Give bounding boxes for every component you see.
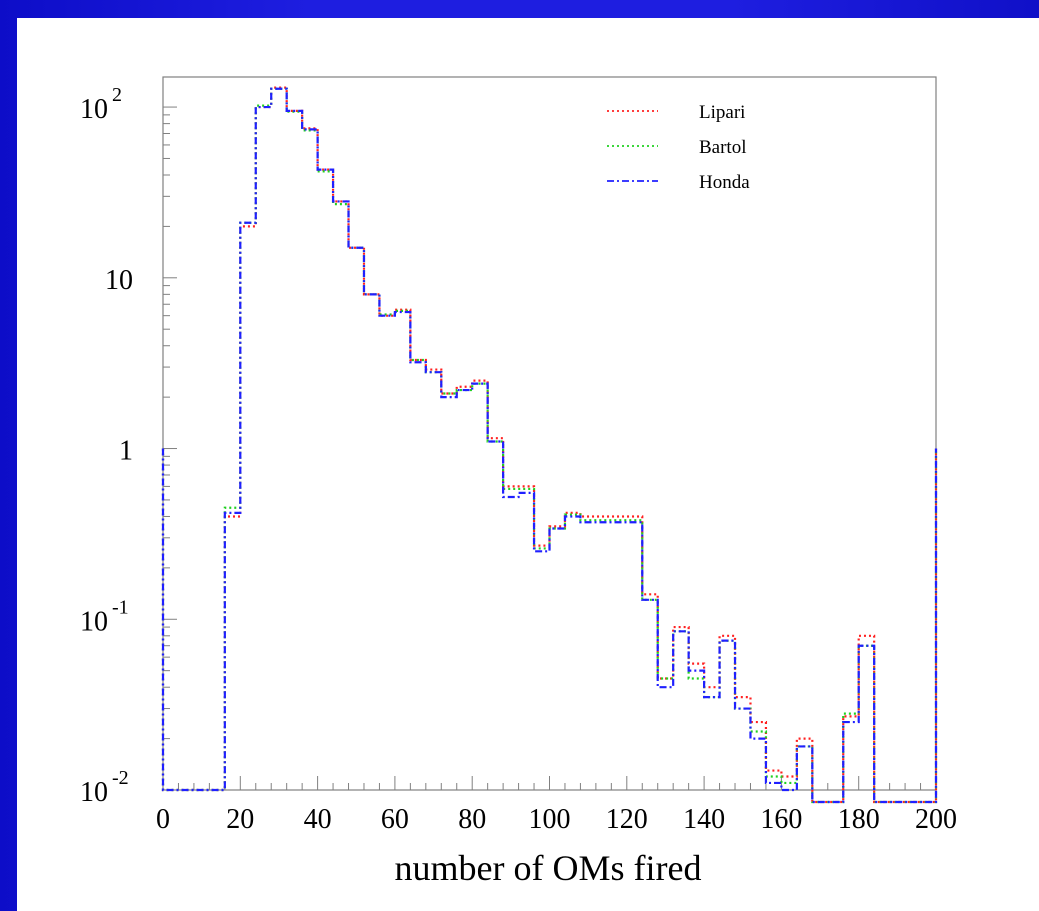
x-tick-label: 120 [606, 804, 648, 835]
y-tick-exponent: -1 [112, 596, 129, 618]
y-tick-label: 10 [80, 606, 108, 637]
x-tick-label: 40 [304, 804, 332, 835]
x-axis-title: number of OMs fired [395, 848, 702, 888]
x-tick-label: 80 [458, 804, 486, 835]
x-tick-label: 200 [915, 804, 957, 835]
legend-label: Lipari [699, 102, 745, 123]
axis-ticks [162, 106, 937, 791]
legend-label: Bartol [699, 137, 747, 158]
series-line-honda [161, 87, 938, 804]
plot-frame [162, 76, 937, 791]
x-tick-label: 140 [683, 804, 725, 835]
y-tick-exponent: -2 [112, 767, 129, 789]
figure-panel [17, 18, 1039, 911]
series-lines [161, 86, 938, 804]
x-tick-label: 20 [226, 804, 254, 835]
y-tick-label: 10 [105, 265, 133, 296]
x-tick-label: 180 [838, 804, 880, 835]
series-line-lipari [161, 86, 938, 804]
legend: Lipari Bartol Honda [607, 102, 750, 193]
y-tick-label: 1 [119, 436, 133, 467]
y-tick-label: 10 [80, 777, 108, 808]
legend-label: Honda [699, 172, 750, 193]
x-tick-label: 60 [381, 804, 409, 835]
x-tick-label: 160 [760, 804, 802, 835]
y-tick-exponent: 2 [112, 84, 122, 106]
x-tick-label: 0 [156, 804, 170, 835]
y-tick-label: 10 [80, 94, 108, 125]
x-tick-label: 100 [529, 804, 571, 835]
plot-area-border [162, 76, 937, 791]
series-line-bartol [161, 87, 938, 804]
